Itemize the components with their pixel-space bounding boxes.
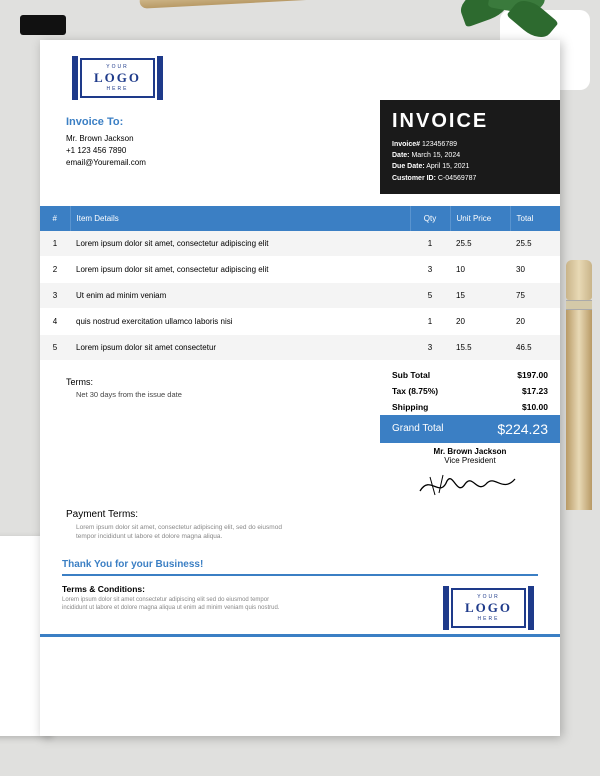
subtotal-label: Sub Total [392, 370, 517, 380]
bill-name: Mr. Brown Jackson [66, 133, 146, 145]
table-cell: Lorem ipsum dolor sit amet, consectetur … [70, 256, 410, 282]
table-cell: 3 [410, 334, 450, 360]
table-cell: 75 [510, 282, 560, 308]
tax-label: Tax (8.75%) [392, 386, 522, 396]
table-cell: quis nostrud exercitation ullamco labori… [70, 308, 410, 334]
table-cell: 3 [40, 282, 70, 308]
invoice-meta-box: INVOICE Invoice# 123456789 Date: March 1… [380, 100, 560, 194]
table-cell: 10 [450, 256, 510, 282]
col-total: Total [510, 206, 560, 231]
table-cell: 1 [410, 231, 450, 257]
table-row: 5Lorem ipsum dolor sit amet consectetur3… [40, 334, 560, 360]
signature-icon [415, 469, 525, 501]
table-row: 2Lorem ipsum dolor sit amet, consectetur… [40, 256, 560, 282]
inv-cust-label: Customer ID: [392, 175, 436, 182]
table-cell: 25.5 [450, 231, 510, 257]
table-cell: 5 [40, 334, 70, 360]
table-cell: Lorem ipsum dolor sit amet consectetur [70, 334, 410, 360]
inv-due: April 15, 2021 [426, 163, 469, 170]
table-row: 4quis nostrud exercitation ullamco labor… [40, 308, 560, 334]
col-unit: Unit Price [450, 206, 510, 231]
tc-body: Lorem ipsum dolor sit amet consectetur a… [62, 596, 292, 613]
totals-block: Sub Total$197.00 Tax (8.75%)$17.23 Shipp… [380, 367, 560, 503]
footer-rule [40, 634, 560, 637]
table-row: 1Lorem ipsum dolor sit amet, consectetur… [40, 231, 560, 257]
logo-here: HERE [94, 86, 141, 92]
inv-date: March 15, 2024 [411, 152, 460, 159]
table-cell: 4 [40, 308, 70, 334]
ship-label: Shipping [392, 402, 522, 412]
table-row: 3Ut enim ad minim veniam51575 [40, 282, 560, 308]
table-cell: 20 [510, 308, 560, 334]
inv-cust: C-04569787 [438, 175, 477, 182]
desk-pen-right [566, 260, 592, 560]
logo-text: LOGO [94, 70, 141, 86]
logo-top: YOUR LOGO HERE [80, 58, 538, 98]
payment-body: Lorem ipsum dolor sit amet, consectetur … [76, 523, 296, 541]
terms-conditions-block: Terms & Conditions: Lorem ipsum dolor si… [62, 584, 292, 613]
inv-date-label: Date: [392, 152, 410, 159]
inv-num-label: Invoice# [392, 141, 420, 148]
col-qty: Qty [410, 206, 450, 231]
table-cell: 5 [410, 282, 450, 308]
table-header-row: # Item Details Qty Unit Price Total [40, 206, 560, 231]
inv-due-label: Due Date: [392, 163, 425, 170]
desk-pen-top [139, 0, 320, 25]
subtotal-value: $197.00 [517, 370, 548, 380]
table-cell: Ut enim ad minim veniam [70, 282, 410, 308]
signatory-block: Mr. Brown Jackson Vice President [380, 447, 560, 503]
ship-value: $10.00 [522, 402, 548, 412]
table-cell: 25.5 [510, 231, 560, 257]
payment-title: Payment Terms: [66, 509, 538, 520]
invoice-to-block: Invoice To: Mr. Brown Jackson +1 123 456… [66, 116, 146, 169]
inv-num: 123456789 [422, 141, 457, 148]
terms-body: Net 30 days from the issue date [76, 390, 380, 399]
grand-label: Grand Total [392, 423, 497, 434]
table-cell: 2 [40, 256, 70, 282]
table-cell: 30 [510, 256, 560, 282]
table-cell: 1 [40, 231, 70, 257]
invoice-heading: INVOICE [392, 110, 548, 133]
signatory-name: Mr. Brown Jackson [380, 447, 560, 456]
tax-value: $17.23 [522, 386, 548, 396]
col-details: Item Details [70, 206, 410, 231]
bill-phone: +1 123 456 7890 [66, 145, 146, 157]
payment-terms-block: Payment Terms: Lorem ipsum dolor sit ame… [66, 509, 538, 541]
invoice-page: YOUR LOGO HERE Invoice To: Mr. Brown Jac… [40, 40, 560, 736]
table-cell: 15.5 [450, 334, 510, 360]
table-cell: 46.5 [510, 334, 560, 360]
table-cell: 1 [410, 308, 450, 334]
tc-title: Terms & Conditions: [62, 584, 292, 594]
logo-bottom: YOUR LOGO HERE [451, 588, 526, 628]
terms-title: Terms: [66, 377, 380, 387]
signatory-role: Vice President [380, 456, 560, 465]
table-cell: 20 [450, 308, 510, 334]
items-table: # Item Details Qty Unit Price Total 1Lor… [40, 206, 560, 361]
table-cell: 3 [410, 256, 450, 282]
grand-value: $224.23 [497, 421, 548, 437]
invoice-to-title: Invoice To: [66, 116, 146, 128]
col-num: # [40, 206, 70, 231]
table-cell: Lorem ipsum dolor sit amet, consectetur … [70, 231, 410, 257]
table-cell: 15 [450, 282, 510, 308]
thank-you: Thank You for your Business! [62, 559, 538, 576]
bill-email: email@Youremail.com [66, 157, 146, 169]
